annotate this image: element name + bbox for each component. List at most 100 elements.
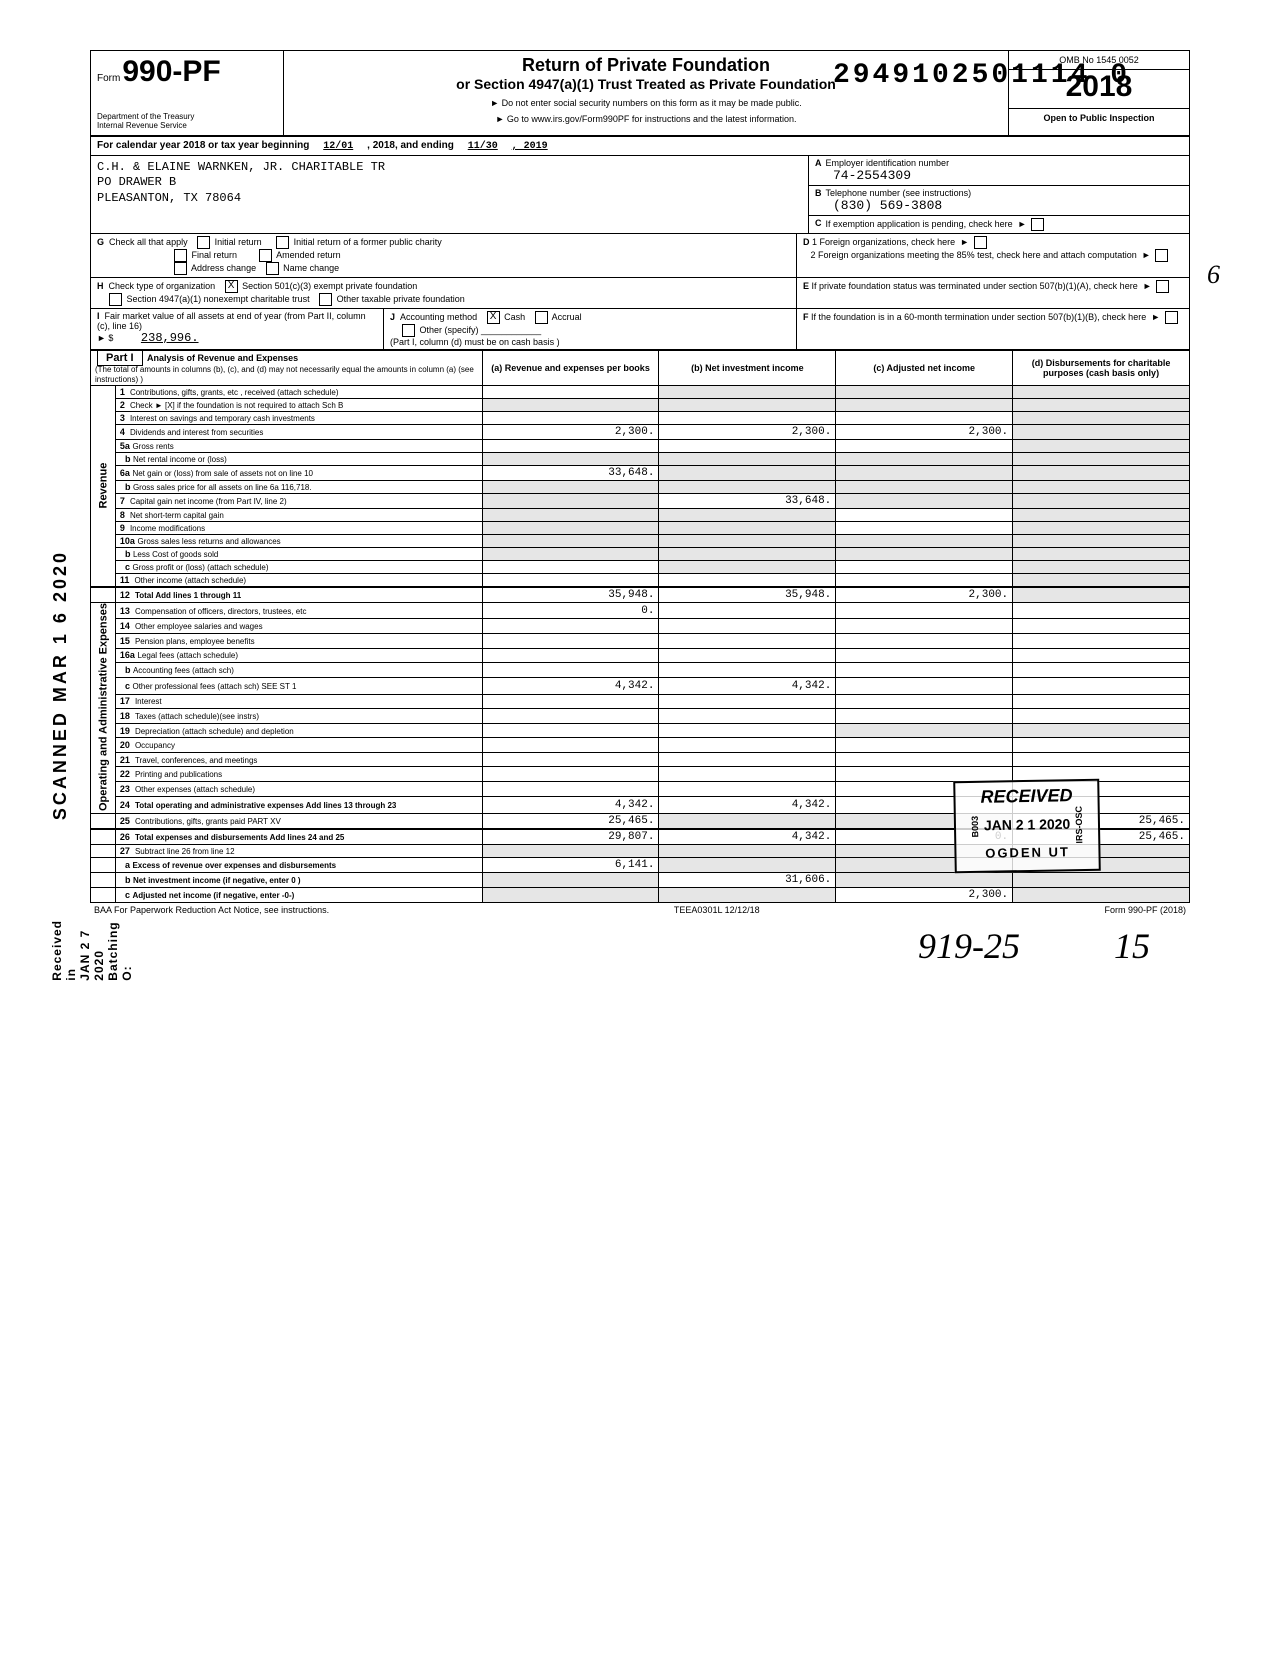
irs-osc-label: IRS-OSC [1074,806,1085,844]
col-d-header: (d) Disbursements for charitable purpose… [1013,350,1190,385]
handwrite-15: 15 [1114,925,1150,967]
g-item-5: Name change [283,262,339,272]
row-num: 21 [120,755,130,765]
row-desc: Legal fees (attach schedule) [137,651,238,660]
f-label: If the foundation is in a 60-month termi… [811,311,1146,321]
col-b-header: (b) Net investment income [659,350,836,385]
row-desc: Income modifications [130,524,205,533]
g-initial-return[interactable] [197,236,210,249]
ein-label: Employer identification number [826,158,950,168]
row-num: 27 [120,846,130,856]
j-item-1: Accrual [552,311,582,321]
h-item-1: Section 4947(a)(1) nonexempt charitable … [127,293,310,303]
g-item-4: Amended return [276,249,341,259]
cell-val: 4,342. [659,677,836,694]
row-num: 19 [120,726,130,736]
row-num: 25 [120,816,130,826]
e-checkbox[interactable] [1156,280,1169,293]
row-desc: Excess of revenue over expenses and disb… [132,861,336,870]
h-501c3[interactable]: X [225,280,238,293]
j-note: (Part I, column (d) must be on cash basi… [390,337,560,347]
g-initial-former[interactable] [276,236,289,249]
row-num: 24 [120,800,130,810]
form-note1: ► Do not enter social security numbers o… [290,98,1002,108]
g-item-3: Initial return of a former public charit… [294,236,442,246]
row-desc: Adjusted net income (if negative, enter … [132,891,294,900]
table-row: 12 Total Add lines 1 through 11 35,948. … [91,587,1190,603]
g-item-1: Final return [192,249,238,259]
table-row: 19 Depreciation (attach schedule) and de… [91,723,1190,738]
table-row: 11 Other income (attach schedule) [91,573,1190,587]
j-other[interactable] [402,324,415,337]
h-4947[interactable] [109,293,122,306]
revenue-side-label: Revenue [91,385,116,587]
h-item-2: Other taxable private foundation [337,293,465,303]
table-row: 21 Travel, conferences, and meetings [91,752,1190,767]
ein-row: AEmployer identification number 74-25543… [809,156,1189,186]
table-row: 6a Net gain or (loss) from sale of asset… [91,465,1190,480]
row-desc: Contributions, gifts, grants paid PART X… [135,817,281,826]
f-checkbox[interactable] [1165,311,1178,324]
table-row: b Net rental income or (loss) [91,452,1190,465]
d1-checkbox[interactable] [974,236,987,249]
h-other-taxable[interactable] [319,293,332,306]
received-in-label: Received in [50,920,78,981]
j-accrual[interactable] [535,311,548,324]
row-num: 10a [120,536,135,546]
row-desc: Dividends and interest from securities [130,428,263,437]
g-address-change[interactable] [174,262,187,275]
handwrite-6: 6 [1207,260,1220,290]
batching-label: Batching O: [106,921,134,980]
d2-checkbox[interactable] [1155,249,1168,262]
row-num: 8 [120,510,125,520]
table-row: c Adjusted net income (if negative, ente… [91,887,1190,902]
received-stamp: RECEIVED B003 JAN 2 1 2020 IRS-OSC OGDEN… [953,779,1101,873]
row-desc: Total operating and administrative expen… [135,801,396,810]
received-label: RECEIVED [969,785,1084,808]
row-desc: Depreciation (attach schedule) and deple… [135,727,294,736]
dept-irs: Internal Revenue Service [97,121,187,130]
form-number: 990-PF [122,55,220,89]
j-label: Accounting method [400,311,477,321]
ein-value: 74-2554309 [815,168,1183,183]
table-row: Revenue 1 Contributions, gifts, grants, … [91,385,1190,398]
row-desc: Total expenses and disbursements Add lin… [135,833,344,842]
row-desc: Subtract line 26 from line 12 [135,847,235,856]
exemption-checkbox[interactable] [1031,218,1044,231]
row-desc: Contributions, gifts, grants, etc , rece… [130,388,339,397]
received-in-date: JAN 2 7 2020 [78,930,106,981]
row-desc: Gross rents [132,442,173,451]
cell-val: 31,606. [659,872,836,887]
row-num: 7 [120,496,125,506]
row-num: b [125,665,131,675]
g-final-return[interactable] [174,249,187,262]
row-num: 9 [120,523,125,533]
row-desc: Less Cost of goods sold [133,550,218,559]
name-address: C.H. & ELAINE WARNKEN, JR. CHARITABLE TR… [91,156,808,233]
g-name-change[interactable] [266,262,279,275]
row-desc: Printing and publications [135,770,222,779]
row-num: 1 [120,387,125,397]
cell-val: 0. [482,602,659,619]
row-num: b [125,482,131,492]
received-loc: OGDEN UT [970,844,1084,861]
row-num: c [125,562,130,572]
row-desc: Occupancy [135,741,175,750]
j-item-2: Other (specify) [420,324,479,334]
row-desc: Total Add lines 1 through 11 [135,591,241,600]
row-desc: Check ► [X] if the foundation is not req… [130,401,343,410]
org-addr1: PO DRAWER B [97,175,176,189]
row-desc: Interest on savings and temporary cash i… [130,414,315,423]
table-row: 5a Gross rents [91,439,1190,452]
handwrite-919: 919-25 [918,925,1020,967]
table-row: 18 Taxes (attach schedule)(see instrs) [91,709,1190,724]
j-cash[interactable]: X [487,311,500,324]
row-desc: Net investment income (if negative, ente… [133,876,301,885]
row-num: 16a [120,650,135,660]
scanned-stamp: SCANNED MAR 1 6 2020 [50,550,71,820]
exemption-label: If exemption application is pending, che… [826,218,1013,228]
row-num: 15 [120,636,130,646]
row-num: 20 [120,740,130,750]
g-amended[interactable] [259,249,272,262]
e-label: If private foundation status was termina… [812,280,1138,290]
